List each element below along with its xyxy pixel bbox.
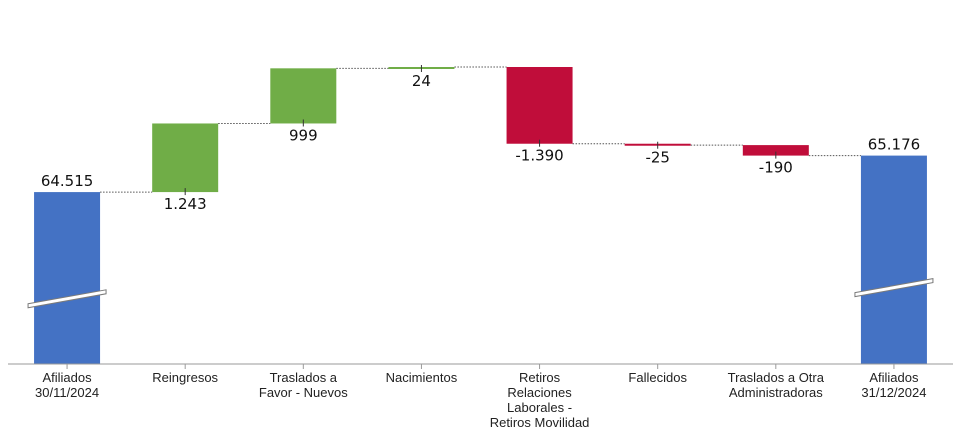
category-label-4-0: Retiros — [519, 370, 561, 385]
category-label-6-0: Traslados a Otra — [728, 370, 825, 385]
value-label-4: -1.390 — [515, 147, 563, 165]
bar-6 — [742, 145, 809, 156]
bar-0 — [34, 192, 101, 364]
value-label-5: -25 — [645, 149, 670, 167]
category-label-1-0: Reingresos — [152, 370, 218, 385]
bar-2 — [270, 68, 337, 124]
category-label-7-0: Afiliados — [869, 370, 919, 385]
bar-1 — [152, 123, 219, 193]
connector-lines — [100, 66, 861, 193]
value-label-7: 65.176 — [868, 136, 921, 154]
axis-break-mark-7 — [854, 278, 934, 298]
bar-4 — [506, 67, 573, 144]
value-label-0: 64.515 — [41, 172, 94, 190]
category-label-2-1: Favor - Nuevos — [259, 385, 348, 400]
category-label-4-2: Laborales - — [507, 400, 572, 415]
bars-group — [27, 67, 934, 364]
category-label-0-0: Afiliados — [42, 370, 92, 385]
category-label-7-1: 31/12/2024 — [861, 385, 926, 400]
bar-7 — [860, 155, 927, 364]
value-label-6: -190 — [759, 159, 793, 177]
value-label-1: 1.243 — [164, 195, 207, 213]
value-label-2: 999 — [289, 126, 318, 144]
value-labels: 64.515 1.243 999 24 -1.390 -25 -190 65.176 — [41, 72, 920, 213]
category-label-5-0: Fallecidos — [628, 370, 687, 385]
x-axis-ticks — [66, 65, 895, 369]
category-label-4-3: Retiros Movilidad — [490, 415, 590, 429]
category-label-0-1: 30/11/2024 — [35, 385, 99, 400]
category-label-4-1: Relaciones — [507, 385, 572, 400]
category-label-2-0: Traslados a — [270, 370, 338, 385]
category-label-6-1: Administradoras — [729, 385, 823, 400]
value-label-3: 24 — [412, 72, 431, 90]
axis-break-mark-0 — [27, 289, 107, 309]
category-label-3-0: Nacimientos — [386, 370, 458, 385]
